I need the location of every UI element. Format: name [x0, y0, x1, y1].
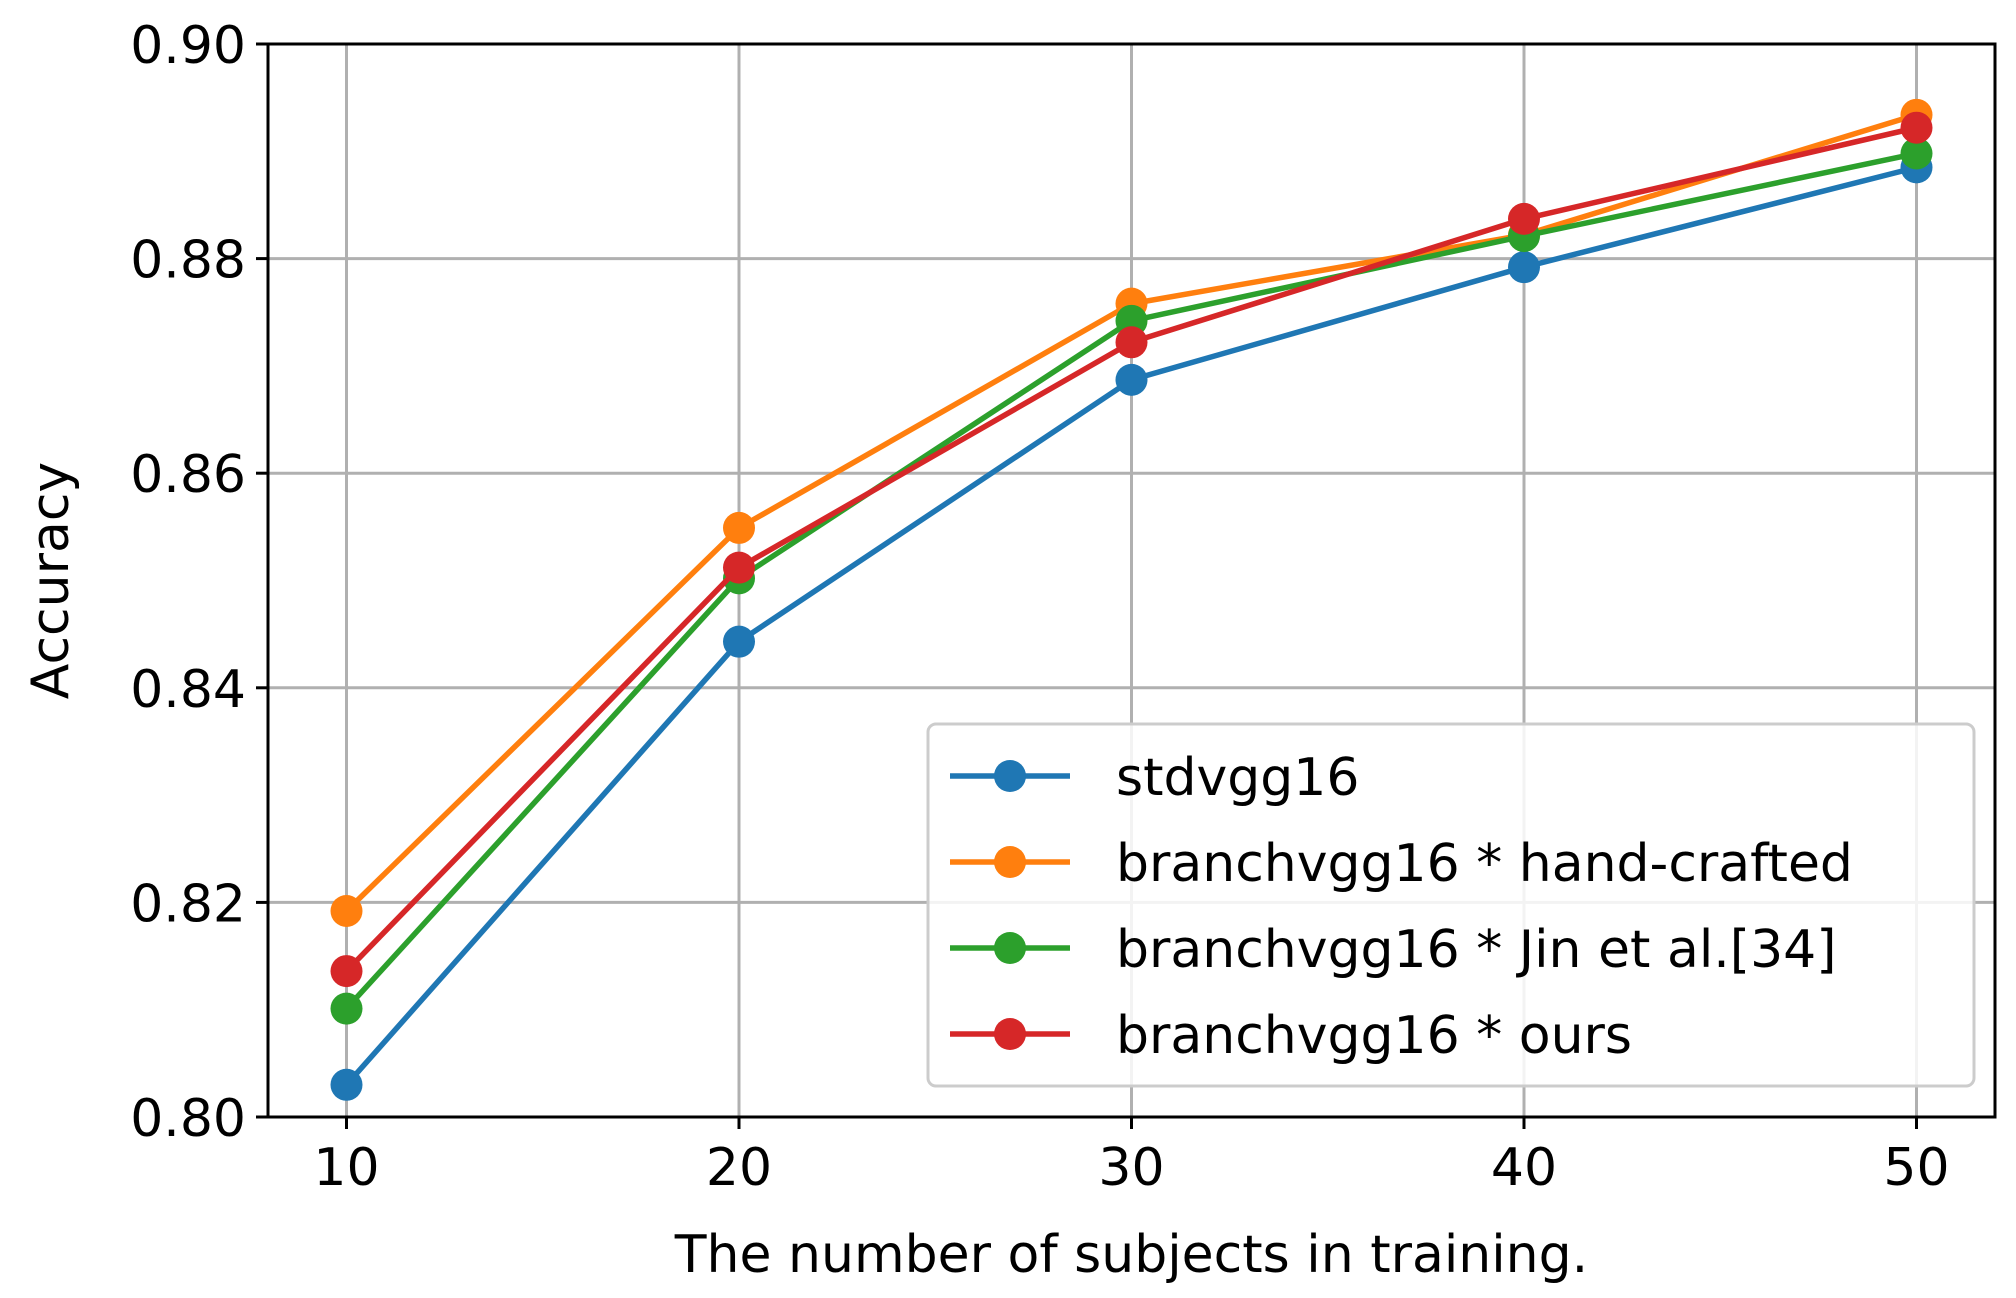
legend-box [926, 722, 1976, 1088]
legend-marker [994, 1018, 1026, 1050]
data-point [330, 894, 363, 927]
y-tick-label: 0.86 [130, 445, 246, 505]
data-point [330, 1068, 363, 1101]
data-point [1115, 363, 1148, 396]
x-tick-label: 10 [313, 1138, 379, 1198]
x-tick-label: 20 [706, 1138, 772, 1198]
data-point [1115, 326, 1148, 359]
y-tick-label: 0.82 [130, 874, 246, 934]
legend-label: branchvgg16 * Jin et al.[34] [1116, 920, 1837, 980]
legend-label: stdvgg16 [1116, 748, 1359, 808]
y-tick-label: 0.88 [130, 231, 246, 291]
data-point [723, 625, 755, 658]
legend-item: stdvgg16 [950, 748, 1359, 808]
axis-ticks: 10 20 30 40 50 0.80 0.82 0.84 0.86 0.88 0.90 [130, 16, 1949, 1198]
y-tick-label: 0.80 [130, 1089, 246, 1149]
plot-series [330, 98, 1933, 1101]
data-point [330, 992, 363, 1025]
x-tick-label: 30 [1098, 1138, 1164, 1198]
legend: stdvgg16 branchvgg16 * hand-crafted branch… [926, 722, 1976, 1088]
data-point [723, 511, 755, 544]
y-tick-label: 0.90 [130, 16, 246, 76]
legend-item: branchvgg16 * hand-crafted [950, 834, 1853, 894]
data-point [1508, 202, 1540, 235]
data-point [1900, 137, 1933, 170]
legend-item: branchvgg16 * Jin et al.[34] [950, 920, 1837, 980]
series-1 [330, 151, 1933, 1101]
x-tick-label: 40 [1491, 1138, 1557, 1198]
y-tick-label: 0.84 [130, 660, 246, 720]
x-axis-label: The number of subjects in training. [674, 1225, 1588, 1285]
data-point [330, 955, 363, 988]
x-tick-label: 50 [1883, 1138, 1949, 1198]
legend-marker [994, 760, 1026, 792]
y-axis-label: Accuracy [21, 462, 81, 699]
legend-marker [994, 932, 1026, 964]
data-point [1508, 251, 1540, 284]
data-point [723, 551, 755, 584]
legend-label: branchvgg16 * hand-crafted [1116, 834, 1853, 894]
data-point [1900, 111, 1933, 144]
series-4 [330, 111, 1933, 988]
legend-marker [994, 846, 1026, 878]
legend-label: branchvgg16 * ours [1116, 1006, 1632, 1066]
legend-item: branchvgg16 * ours [950, 1006, 1632, 1066]
